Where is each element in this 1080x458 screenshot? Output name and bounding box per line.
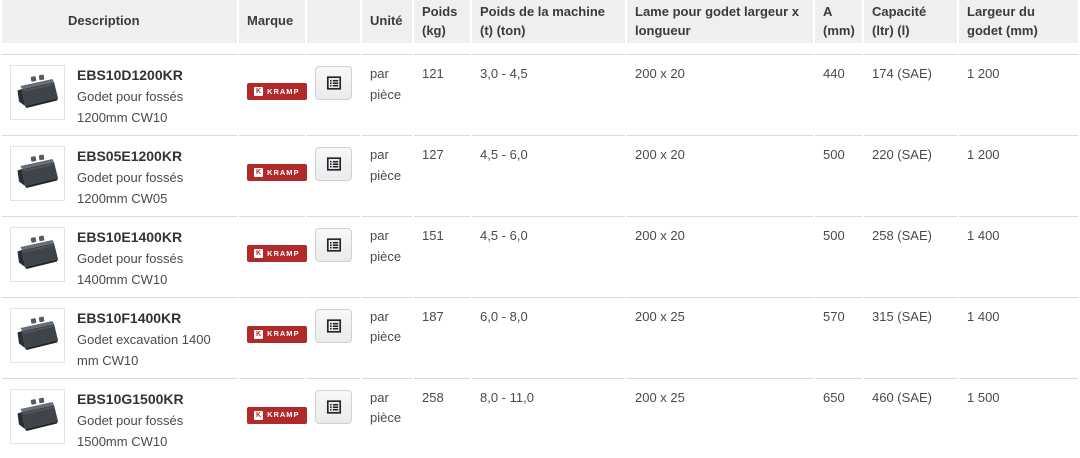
table-row: EBS10D1200KR Godet pour fossés 1200mm CW… — [2, 54, 1078, 135]
product-code-link[interactable]: EBS10E1400KR — [77, 228, 183, 245]
kramp-brand-badge: K KRAMP — [247, 83, 307, 100]
kramp-brand-badge: K KRAMP — [247, 163, 307, 181]
kramp-logo-icon: K — [254, 410, 264, 420]
add-to-list-button[interactable] — [315, 227, 352, 262]
machine-weight-value: 6,0 - 8,0 — [472, 296, 625, 378]
bucket-width-value: 1 400 — [959, 296, 1078, 378]
brand-name: KRAMP — [267, 167, 300, 177]
unit-value: par pièce — [362, 377, 412, 458]
table-row: EBS10G1500KR Godet pour fossés 1500mm CW… — [2, 377, 1078, 458]
col-header-actions — [307, 0, 360, 54]
machine-weight-value: 3,0 - 4,5 — [472, 54, 625, 135]
weight-value: 151 — [414, 215, 470, 297]
blade-size-value: 200 x 25 — [627, 296, 813, 378]
weight-value: 121 — [414, 54, 470, 135]
product-description: Godet excavation 1400 mm CW10 — [77, 331, 211, 368]
capacity-value: 174 (SAE) — [864, 54, 957, 135]
add-to-list-button[interactable] — [315, 146, 352, 181]
col-header-largeur: Largeur du godet (mm) — [959, 0, 1078, 54]
bucket-width-value: 1 400 — [959, 215, 1078, 297]
bucket-image-icon — [17, 397, 58, 432]
blade-size-value: 200 x 20 — [627, 215, 813, 297]
a-mm-value: 500 — [815, 215, 862, 297]
col-header-poids-machine: Poids de la machine (t) (ton) — [472, 0, 625, 54]
capacity-value: 258 (SAE) — [864, 215, 957, 297]
product-thumbnail[interactable] — [10, 226, 65, 282]
brand-name: KRAMP — [267, 86, 300, 96]
kramp-brand-badge: K KRAMP — [247, 244, 307, 262]
add-to-list-button[interactable] — [315, 66, 352, 100]
unit-value: par pièce — [362, 54, 412, 135]
weight-value: 258 — [414, 377, 470, 458]
brand-name: KRAMP — [267, 329, 300, 339]
brand-name: KRAMP — [267, 410, 300, 420]
bucket-image-icon — [17, 316, 58, 351]
product-thumbnail[interactable] — [10, 145, 65, 201]
kramp-logo-icon: K — [254, 329, 264, 339]
unit-value: par pièce — [362, 296, 412, 378]
a-mm-value: 500 — [815, 134, 862, 216]
table-row: EBS05E1200KR Godet pour fossés 1200mm CW… — [2, 134, 1078, 216]
a-mm-value: 440 — [815, 54, 862, 135]
bucket-image-icon — [17, 154, 58, 189]
list-icon — [326, 399, 341, 414]
kramp-brand-badge: K KRAMP — [247, 406, 307, 424]
brand-name: KRAMP — [267, 248, 300, 258]
blade-size-value: 200 x 20 — [627, 54, 813, 135]
product-code-link[interactable]: EBS10D1200KR — [77, 67, 183, 83]
table-row: EBS10F1400KR Godet excavation 1400 mm CW… — [2, 296, 1078, 378]
col-header-poids: Poids (kg) — [414, 0, 470, 54]
list-icon — [326, 157, 341, 171]
col-header-description: Description — [2, 0, 237, 54]
blade-size-value: 200 x 25 — [627, 377, 813, 458]
product-thumbnail[interactable] — [10, 307, 65, 363]
col-header-capacite: Capacité (ltr) (l) — [864, 0, 957, 54]
unit-value: par pièce — [362, 215, 412, 297]
col-header-marque: Marque — [239, 0, 305, 54]
bucket-width-value: 1 200 — [959, 134, 1078, 216]
bucket-image-icon — [17, 235, 58, 270]
capacity-value: 315 (SAE) — [864, 296, 957, 378]
table-row: EBS10E1400KR Godet pour fossés 1400mm CW… — [2, 215, 1078, 297]
product-thumbnail[interactable] — [10, 388, 65, 444]
product-code-link[interactable]: EBS10F1400KR — [77, 309, 182, 326]
a-mm-value: 650 — [815, 377, 862, 458]
machine-weight-value: 8,0 - 11,0 — [472, 377, 625, 458]
bucket-image-icon — [17, 74, 58, 108]
weight-value: 127 — [414, 134, 470, 216]
product-thumbnail[interactable] — [10, 65, 65, 120]
a-mm-value: 570 — [815, 296, 862, 378]
list-icon — [326, 238, 341, 252]
blade-size-value: 200 x 20 — [627, 134, 813, 216]
weight-value: 187 — [414, 296, 470, 378]
machine-weight-value: 4,5 - 6,0 — [472, 215, 625, 297]
product-code-link[interactable]: EBS05E1200KR — [77, 147, 183, 164]
bucket-width-value: 1 500 — [959, 377, 1078, 458]
col-header-a-mm: A (mm) — [815, 0, 862, 54]
unit-value: par pièce — [362, 134, 412, 216]
kramp-brand-badge: K KRAMP — [247, 325, 307, 343]
product-description: Godet pour fossés 1400mm CW10 — [77, 251, 184, 287]
kramp-logo-icon: K — [254, 87, 264, 96]
kramp-logo-icon: K — [254, 167, 264, 177]
table-header: Description Marque Unité Poids (kg) Poid… — [2, 0, 1078, 54]
add-to-list-button[interactable] — [315, 308, 352, 343]
bucket-width-value: 1 200 — [959, 54, 1078, 135]
list-icon — [326, 319, 341, 333]
product-description: Godet pour fossés 1200mm CW10 — [77, 89, 184, 126]
col-header-unite: Unité — [362, 0, 412, 54]
table-body: EBS10D1200KR Godet pour fossés 1200mm CW… — [2, 54, 1078, 458]
machine-weight-value: 4,5 - 6,0 — [472, 134, 625, 216]
product-description: Godet pour fossés 1200mm CW05 — [77, 170, 184, 206]
list-icon — [326, 76, 341, 90]
capacity-value: 460 (SAE) — [864, 377, 957, 458]
product-code-link[interactable]: EBS10G1500KR — [77, 390, 184, 407]
col-header-lame: Lame pour godet largeur x longueur — [627, 0, 813, 54]
add-to-list-button[interactable] — [315, 389, 352, 424]
kramp-logo-icon: K — [254, 248, 264, 258]
capacity-value: 220 (SAE) — [864, 134, 957, 216]
product-description: Godet pour fossés 1500mm CW10 — [77, 412, 184, 449]
